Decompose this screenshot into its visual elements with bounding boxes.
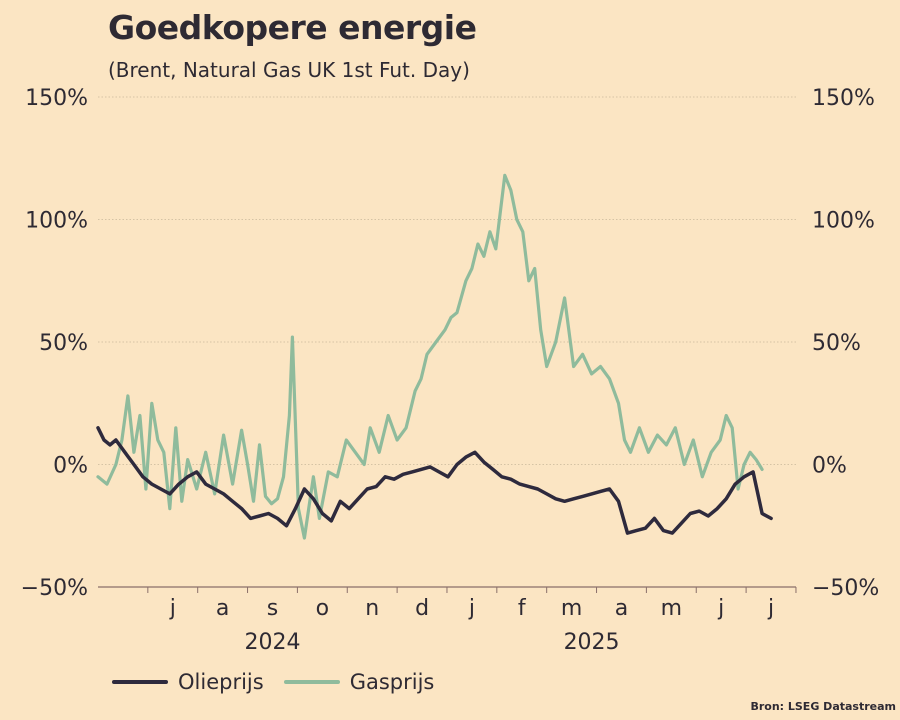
legend: Olieprijs Gasprijs: [112, 670, 454, 694]
y-tick-label-right: 150%: [812, 86, 875, 111]
y-tick-label-left: 50%: [39, 331, 88, 356]
legend-swatch-gasprijs: [283, 680, 340, 684]
axes: 150% 150% 100% 100% 50% 50% 0% 0% −50% −50% j a s o n d…: [21, 86, 880, 655]
legend-swatch-olieprijs: [112, 680, 168, 684]
x-tick-label-month: s: [267, 596, 278, 621]
x-tick-label-month: j: [717, 596, 724, 621]
x-tick-label-month: j: [767, 596, 774, 621]
source-note: Bron: LSEG Datastream: [750, 700, 896, 713]
x-tick-label-month: a: [216, 596, 229, 621]
y-tick-label-left: 100%: [25, 209, 88, 234]
y-tick-label-right: 100%: [812, 209, 875, 234]
x-tick-label-month: j: [468, 596, 475, 621]
series-layer: [96, 173, 773, 540]
x-tick-label-month: o: [316, 596, 329, 621]
grid: [98, 96, 796, 465]
chart-subtitle: (Brent, Natural Gas UK 1st Fut. Day): [108, 58, 470, 82]
legend-label-gasprijs: Gasprijs: [349, 670, 435, 694]
chart-title: Goedkopere energie: [108, 8, 477, 47]
legend-item-gasprijs[interactable]: Gasprijs: [283, 670, 435, 694]
x-tick-label-month: f: [518, 596, 527, 621]
series-line-gasprijs: [96, 173, 764, 540]
legend-label-olieprijs: Olieprijs: [178, 670, 264, 694]
x-tick-label-month: d: [415, 596, 429, 621]
y-tick-label-right: −50%: [812, 576, 879, 601]
x-tick-label-month: m: [661, 596, 682, 621]
legend-item-olieprijs[interactable]: Olieprijs: [112, 670, 264, 694]
series-line-olieprijs: [96, 426, 773, 535]
y-tick-label-right: 0%: [812, 454, 847, 479]
x-year-label: 2025: [564, 630, 620, 655]
y-tick-label-left: 0%: [53, 454, 88, 479]
x-tick-label-month: a: [615, 596, 628, 621]
y-tick-label-left: 150%: [25, 86, 88, 111]
x-tick-label-month: n: [365, 596, 379, 621]
y-tick-label-left: −50%: [21, 576, 88, 601]
y-tick-label-right: 50%: [812, 331, 861, 356]
x-year-label: 2024: [245, 630, 301, 655]
x-tick-label-month: j: [169, 596, 176, 621]
x-tick-label-month: m: [561, 596, 582, 621]
